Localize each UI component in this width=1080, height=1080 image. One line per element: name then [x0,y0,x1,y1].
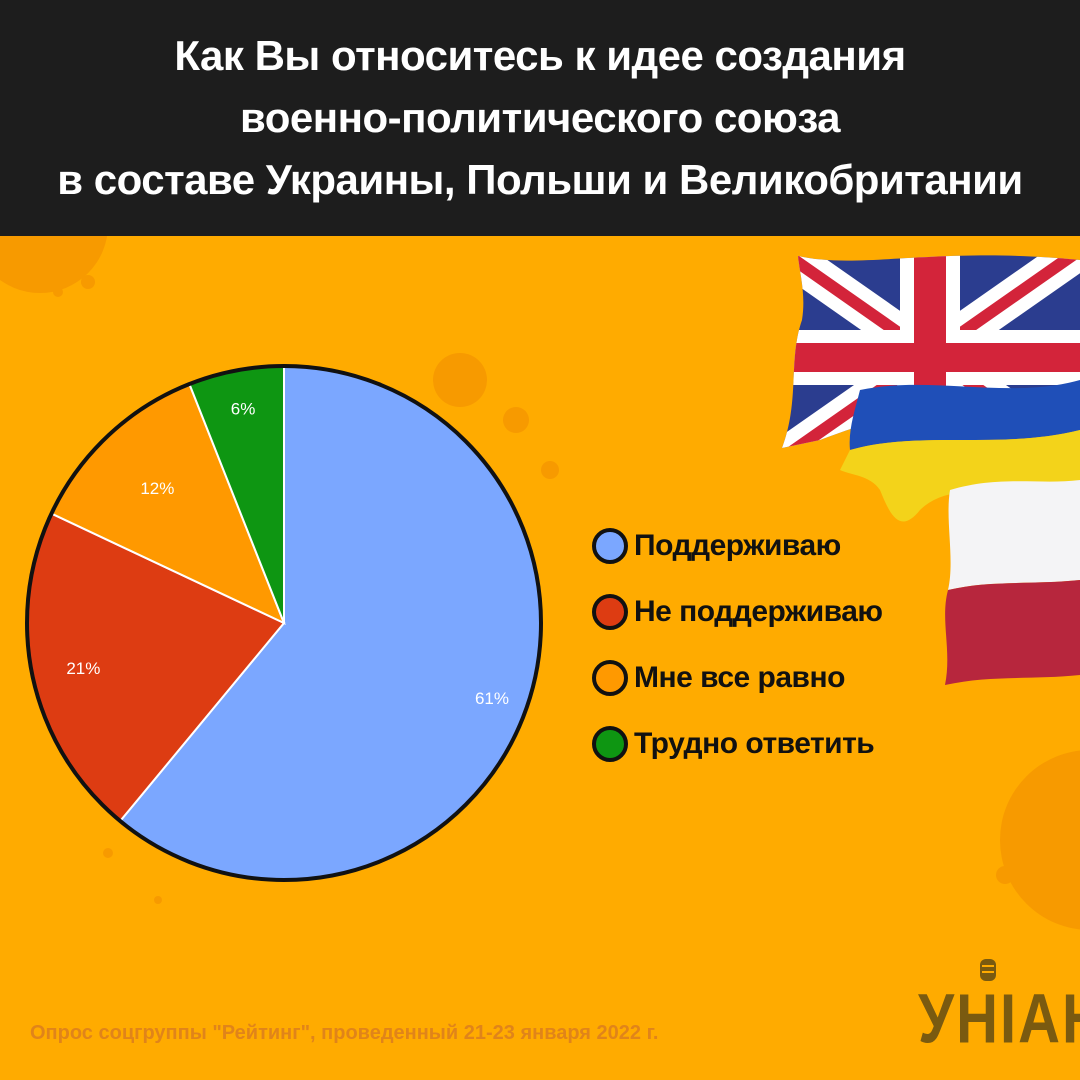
legend-item-not-support: Не поддерживаю [592,579,922,645]
decor-circle [541,461,559,479]
chart-title-line-3: в составе Украины, Польши и Великобритан… [57,156,1023,203]
pie-data-label: 21% [66,659,100,678]
poland-flag [945,480,1080,685]
pie-data-label: 12% [140,479,174,498]
decor-circle [1000,750,1080,930]
decor-circle [154,896,162,904]
legend-swatch [592,594,628,630]
chart-title-line-1: Как Вы относитесь к идее создания [174,32,906,79]
legend-swatch [592,660,628,696]
unian-logo: УНІАН [918,955,1080,1058]
legend-item-support: Поддерживаю [592,513,922,579]
legend-label: Трудно ответить [634,727,875,760]
legend-item-hard-to-say: Трудно ответить [592,711,922,777]
decor-circle [81,275,95,289]
legend-item-indifferent: Мне все равно [592,645,922,711]
decor-circle [103,848,113,858]
legend-label: Поддерживаю [634,529,841,562]
pie-data-label: 6% [231,399,256,418]
legend-label: Мне все равно [634,661,845,694]
microphone-icon [980,959,996,981]
decor-circle [53,287,63,297]
legend-label: Не поддерживаю [634,595,883,628]
source-note: Опрос соцгруппы "Рейтинг", проведенный 2… [30,1022,659,1044]
chart-legend: Поддерживаю Не поддерживаю Мне все равно… [592,513,922,777]
decor-circle [996,866,1014,884]
chart-title-line-2: военно-политического союза [239,94,841,141]
legend-swatch [592,726,628,762]
flags-illustration [782,255,1080,685]
pie-data-label: 61% [475,689,509,708]
decor-circle [503,407,529,433]
logo-text: УНІАН [918,980,1080,1059]
decor-circle [433,353,487,407]
header-banner: Как Вы относитесь к идее создания военно… [0,0,1080,236]
legend-swatch [592,528,628,564]
ukraine-flag [840,380,1080,522]
